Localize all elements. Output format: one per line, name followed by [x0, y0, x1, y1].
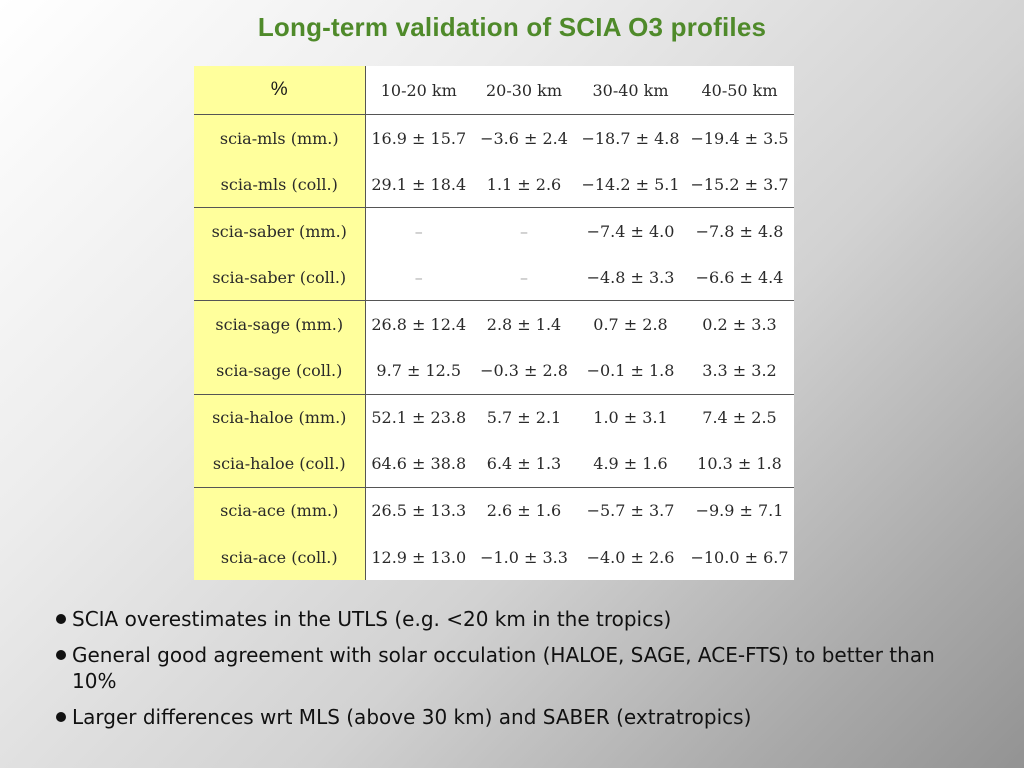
table-row: scia-mls (mm.) 16.9 ± 15.7 −3.6 ± 2.4 −1…: [194, 114, 794, 162]
bullet-dot-icon: [56, 650, 66, 660]
table-cell: −4.8 ± 3.3: [576, 254, 685, 302]
column-header-20-30km: 20-30 km: [472, 66, 576, 115]
table-row: scia-ace (mm.) 26.5 ± 13.3 2.6 ± 1.6 −5.…: [194, 487, 794, 534]
table-cell: −14.2 ± 5.1: [576, 161, 685, 209]
table-cell: 12.9 ± 13.0: [371, 547, 467, 567]
table-cell: −10.0 ± 6.7: [690, 547, 789, 567]
table-row: scia-saber (mm.) – – −7.4 ± 4.0 −7.8 ± 4…: [194, 207, 794, 255]
table-cell: 4.9 ± 1.6: [576, 440, 685, 488]
table-cell: 26.8 ± 12.4: [371, 314, 467, 334]
table-cell: 26.5 ± 13.3: [371, 501, 467, 521]
table-cell: 1.1 ± 2.6: [472, 161, 576, 209]
table-cell: −4.0 ± 2.6: [586, 547, 675, 567]
bullet-text: SCIA overestimates in the UTLS (e.g. <20…: [72, 607, 672, 631]
bullet-text: Larger differences wrt MLS (above 30 km)…: [72, 705, 752, 729]
row-label: scia-ace (mm.): [194, 487, 366, 534]
table-cell: −18.7 ± 4.8: [581, 128, 680, 148]
bullet-list: SCIA overestimates in the UTLS (e.g. <20…: [56, 606, 966, 740]
row-label: scia-ace (coll.): [194, 533, 366, 581]
column-header-40-50km: 40-50 km: [685, 66, 794, 115]
row-label: scia-haloe (coll.): [194, 440, 366, 488]
table-cell: 64.6 ± 38.8: [365, 440, 472, 488]
table-corner-cell: %: [194, 66, 366, 115]
column-header-10-20km: 10-20 km: [365, 66, 472, 115]
table-row: scia-sage (coll.) 9.7 ± 12.5 −0.3 ± 2.8 …: [194, 347, 794, 395]
row-label: scia-saber (coll.): [194, 254, 366, 302]
row-label: scia-haloe (mm.): [194, 394, 366, 441]
table-cell: −0.3 ± 2.8: [472, 347, 576, 395]
table-cell: 0.7 ± 2.8: [593, 314, 668, 334]
bullet-item: General good agreement with solar occula…: [56, 642, 966, 694]
bullet-item: SCIA overestimates in the UTLS (e.g. <20…: [56, 606, 966, 632]
table-cell: −0.1 ± 1.8: [576, 347, 685, 395]
table-cell: 29.1 ± 18.4: [365, 161, 472, 209]
table-cell: −7.8 ± 4.8: [695, 221, 784, 241]
row-label: scia-saber (mm.): [194, 207, 366, 255]
table-cell: −6.6 ± 4.4: [685, 254, 794, 302]
bullet-dot-icon: [56, 614, 66, 624]
table-cell: –: [365, 254, 472, 302]
table-cell: 5.7 ± 2.1: [486, 408, 562, 428]
table-row: scia-haloe (coll.) 64.6 ± 38.8 6.4 ± 1.3…: [194, 440, 794, 488]
table-cell: 3.3 ± 3.2: [685, 347, 794, 395]
slide-title: Long-term validation of SCIA O3 profiles: [257, 12, 767, 42]
table-row: scia-mls (coll.) 29.1 ± 18.4 1.1 ± 2.6 −…: [194, 161, 794, 209]
table-cell: 0.2 ± 3.3: [702, 314, 777, 334]
table-cell: −3.6 ± 2.4: [480, 128, 568, 148]
table-cell: −15.2 ± 3.7: [685, 161, 794, 209]
row-label: scia-sage (mm.): [194, 300, 366, 348]
row-label: scia-mls (coll.): [194, 161, 366, 209]
table-cell: 52.1 ± 23.8: [371, 408, 467, 428]
table-cell: –: [414, 221, 423, 241]
table-row: scia-saber (coll.) – – −4.8 ± 3.3 −6.6 ±…: [194, 254, 794, 302]
table-cell: 6.4 ± 1.3: [472, 440, 576, 488]
table-cell: −5.7 ± 3.7: [586, 501, 675, 521]
table-row: scia-ace (coll.) 12.9 ± 13.0 −1.0 ± 3.3 …: [194, 533, 794, 581]
table-cell: –: [472, 254, 576, 302]
row-label: scia-mls (mm.): [194, 114, 366, 162]
table-cell: −1.0 ± 3.3: [480, 547, 568, 567]
validation-table: % 10-20 km 20-30 km 30-40 km 40-50 km sc…: [194, 66, 794, 581]
table-cell: 7.4 ± 2.5: [702, 408, 777, 428]
column-header-30-40km: 30-40 km: [576, 66, 685, 115]
table-cell: –: [520, 221, 528, 241]
bullet-text: General good agreement with solar occula…: [72, 643, 935, 693]
table-cell: −19.4 ± 3.5: [690, 128, 789, 148]
table-cell: −7.4 ± 4.0: [586, 221, 675, 241]
table-cell: 10.3 ± 1.8: [685, 440, 794, 488]
table-cell: 2.6 ± 1.6: [486, 501, 562, 521]
bullet-item: Larger differences wrt MLS (above 30 km)…: [56, 704, 966, 730]
table-cell: −9.9 ± 7.1: [695, 501, 784, 521]
table-cell: 9.7 ± 12.5: [365, 347, 472, 395]
table-header-row: % 10-20 km 20-30 km 30-40 km 40-50 km: [194, 66, 794, 115]
table-cell: 2.8 ± 1.4: [486, 314, 562, 334]
table-row: scia-haloe (mm.) 52.1 ± 23.8 5.7 ± 2.1 1…: [194, 394, 794, 441]
table-cell: 16.9 ± 15.7: [371, 128, 467, 148]
validation-table-container: % 10-20 km 20-30 km 30-40 km 40-50 km sc…: [194, 66, 794, 581]
row-label: scia-sage (coll.): [194, 347, 366, 395]
bullet-dot-icon: [56, 712, 66, 722]
table-cell: 1.0 ± 3.1: [593, 408, 668, 428]
table-row: scia-sage (mm.) 26.8 ± 12.4 2.8 ± 1.4 0.…: [194, 300, 794, 348]
